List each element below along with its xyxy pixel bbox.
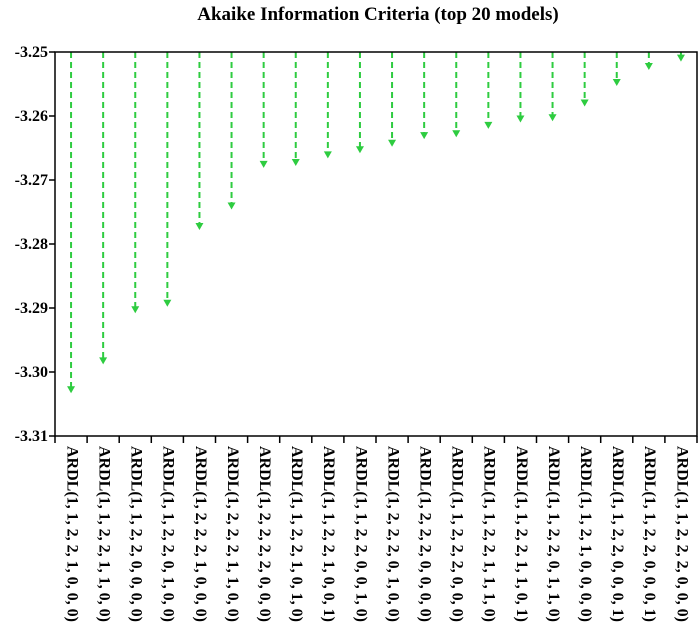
lollipop-marker (516, 115, 525, 123)
x-tick-label: ARDL(1, 1, 2, 2, 0, 1, 0, 0) (160, 446, 177, 622)
lollipop-marker (323, 151, 332, 159)
lollipop-series (67, 52, 685, 394)
x-tick-label: ARDL(1, 1, 2, 2, 0, 0, 0, 1) (641, 446, 658, 622)
y-tick-label: -3.28 (15, 236, 48, 253)
y-axis: -3.25 -3.26 -3.27 -3.28 -3.29 -3.30 -3.31 (15, 44, 55, 445)
x-tick-label: ARDL(1, 2, 2, 2, 0, 1, 0, 0) (384, 446, 401, 622)
lollipop-marker (291, 159, 300, 166)
chart-title: Akaike Information Criteria (top 20 mode… (197, 4, 559, 25)
x-tick-label: ARDL(1, 1, 2, 2, 1, 1, 1, 0) (481, 446, 498, 622)
y-tick-label: -3.26 (15, 108, 48, 125)
y-tick-label: -3.30 (15, 364, 48, 381)
x-tick-label: ARDL(1, 2, 2, 2, 1, 1, 0, 0) (224, 446, 241, 622)
y-tick-label: -3.27 (15, 172, 48, 189)
x-tick-label: ARDL(1, 1, 2, 2, 1, 0, 0, 1) (320, 446, 337, 622)
y-tick-label: -3.25 (15, 44, 48, 61)
x-tick-label: ARDL(1, 2, 2, 2, 2, 0, 0, 0) (256, 446, 273, 622)
lollipop-marker (163, 299, 172, 307)
lollipop-marker (676, 54, 685, 62)
lollipop-marker (131, 306, 140, 314)
x-tick-label: ARDL(1, 1, 2, 2, 0, 0, 0, 0) (128, 446, 145, 622)
plot-frame (54, 51, 698, 437)
lollipop-marker (580, 99, 589, 107)
x-tick-label: ARDL(1, 1, 2, 2, 2, 0, 0, 0) (673, 446, 690, 622)
lollipop-marker (644, 63, 653, 70)
x-tick-label: ARDL(1, 2, 2, 2, 1, 0, 0, 0) (192, 446, 209, 622)
x-tick-label: ARDL(1, 2, 2, 2, 0, 0, 0, 0) (416, 446, 433, 622)
lollipop-marker (195, 223, 204, 230)
x-tick-label: ARDL(1, 1, 2, 2, 0, 0, 0, 1) (609, 446, 626, 622)
lollipop-marker (612, 79, 621, 86)
y-tick-label: -3.31 (15, 428, 48, 445)
lollipop-marker (452, 130, 461, 138)
lollipop-marker (259, 160, 268, 168)
x-tick-label: ARDL(1, 1, 2, 2, 2, 0, 0, 0) (449, 446, 466, 622)
lollipop-marker (484, 121, 493, 129)
lollipop-marker (99, 357, 108, 365)
lollipop-marker (548, 114, 557, 122)
x-axis: ARDL(1, 1, 2, 2, 1, 0, 0, 0) ARDL(1, 1, 2… (54, 436, 698, 622)
y-tick-label: -3.29 (15, 300, 48, 317)
lollipop-marker (227, 202, 236, 210)
x-tick-label: ARDL(1, 1, 2, 2, 1, 0, 1, 0) (288, 446, 305, 622)
lollipop-marker (388, 139, 397, 147)
x-tick-label: ARDL(1, 1, 2, 2, 1, 1, 0, 0) (95, 446, 112, 622)
x-tick-label: ARDL(1, 1, 2, 2, 0, 0, 1, 0) (352, 446, 369, 622)
lollipop-marker (67, 386, 76, 394)
lollipop-marker (420, 132, 429, 140)
x-tick-label: ARDL(1, 1, 2, 2, 1, 1, 0, 1) (513, 446, 530, 622)
x-tick-label: ARDL(1, 1, 2, 1, 0, 0, 0, 0) (577, 446, 594, 622)
lollipop-marker (355, 146, 364, 154)
x-tick-label: ARDL(1, 1, 2, 2, 1, 0, 0, 0) (63, 446, 80, 622)
x-tick-label: ARDL(1, 1, 2, 2, 0, 1, 1, 0) (545, 446, 562, 622)
